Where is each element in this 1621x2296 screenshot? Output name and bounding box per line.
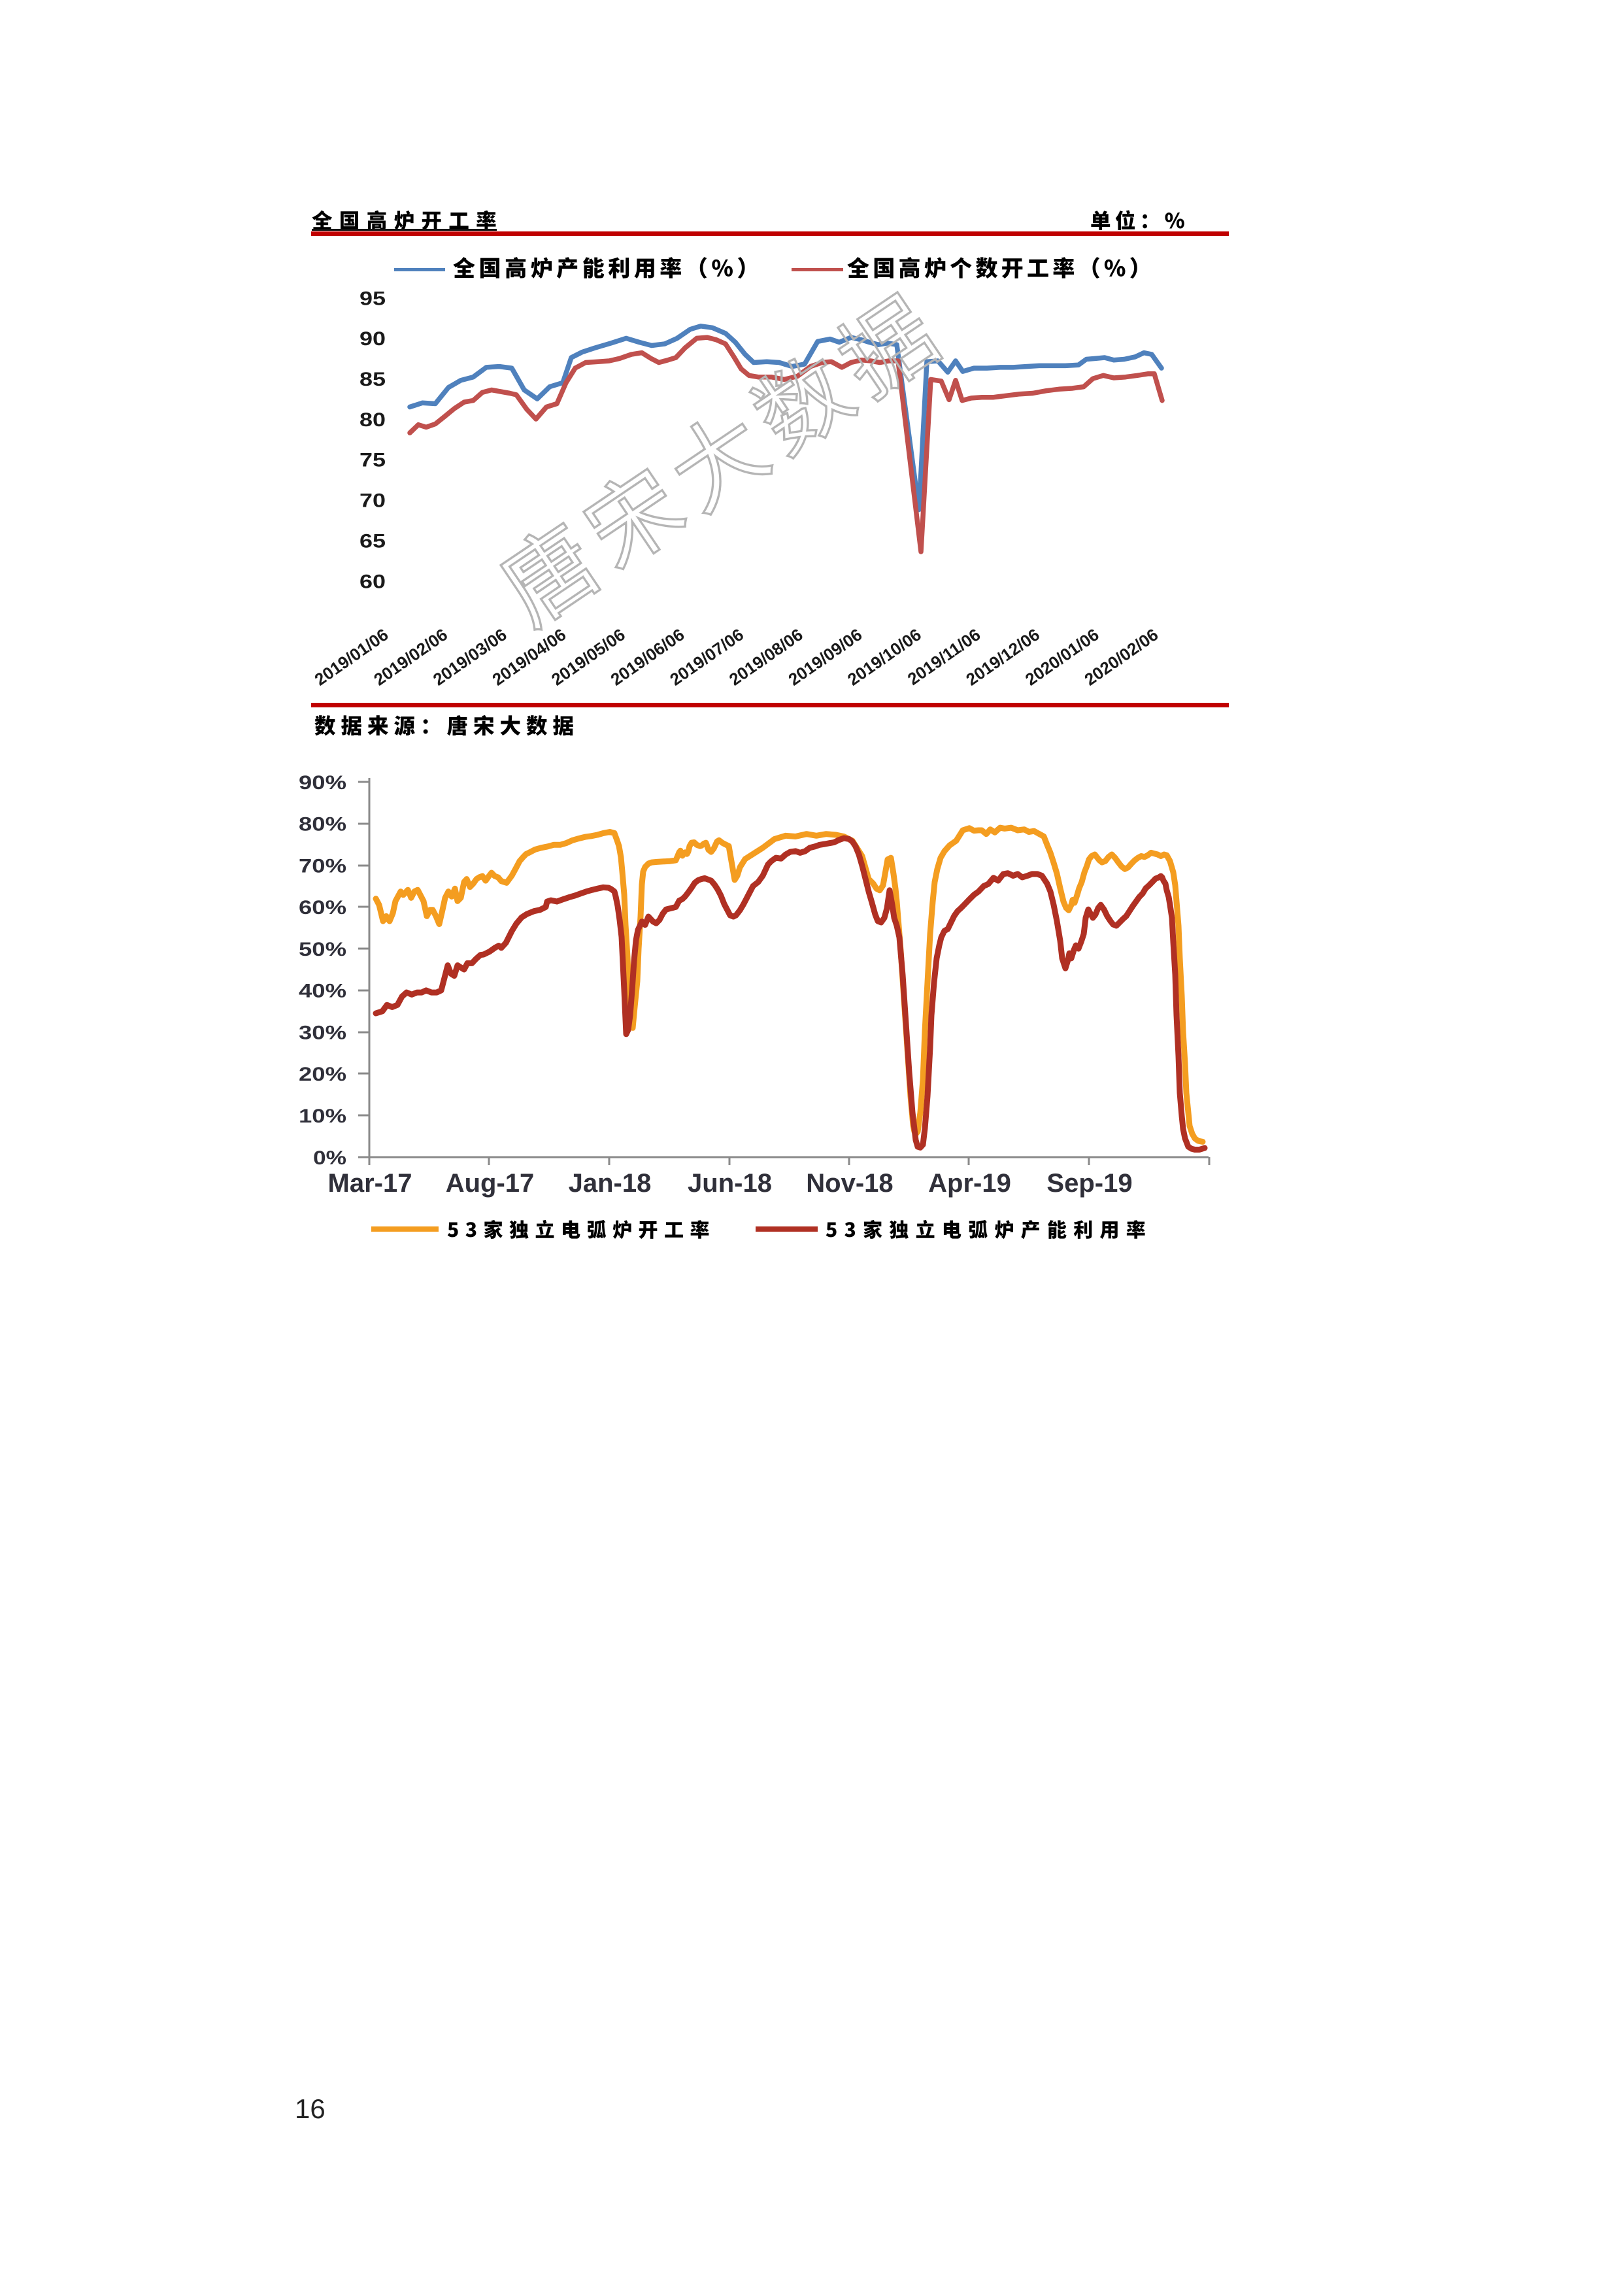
svg-text:Nov-18: Nov-18	[806, 1169, 893, 1198]
svg-text:30%: 30%	[299, 1022, 346, 1043]
svg-text:90%: 90%	[299, 772, 346, 794]
svg-text:80: 80	[359, 409, 386, 431]
svg-text:90: 90	[359, 328, 386, 350]
svg-text:40%: 40%	[299, 981, 346, 1002]
svg-text:Aug-17: Aug-17	[446, 1169, 535, 1198]
svg-text:20%: 20%	[299, 1064, 346, 1085]
svg-text:95: 95	[359, 288, 386, 309]
svg-text:60: 60	[359, 571, 386, 592]
svg-text:60%: 60%	[299, 897, 346, 919]
svg-text:Apr-19: Apr-19	[928, 1169, 1011, 1198]
svg-text:16: 16	[295, 2093, 326, 2124]
svg-text:70: 70	[359, 490, 386, 512]
svg-text:Sep-19: Sep-19	[1046, 1169, 1132, 1198]
svg-text:70%: 70%	[299, 855, 346, 877]
svg-text:50%: 50%	[299, 939, 346, 960]
svg-text:85: 85	[359, 369, 386, 390]
svg-text:10%: 10%	[299, 1106, 346, 1127]
svg-text:80%: 80%	[299, 814, 346, 836]
svg-text:Jun-18: Jun-18	[688, 1169, 772, 1198]
svg-text:65: 65	[359, 530, 386, 552]
svg-text:Jan-18: Jan-18	[569, 1169, 652, 1198]
svg-text:Mar-17: Mar-17	[328, 1169, 412, 1198]
svg-text:0%: 0%	[313, 1147, 346, 1169]
svg-text:75: 75	[359, 450, 386, 471]
